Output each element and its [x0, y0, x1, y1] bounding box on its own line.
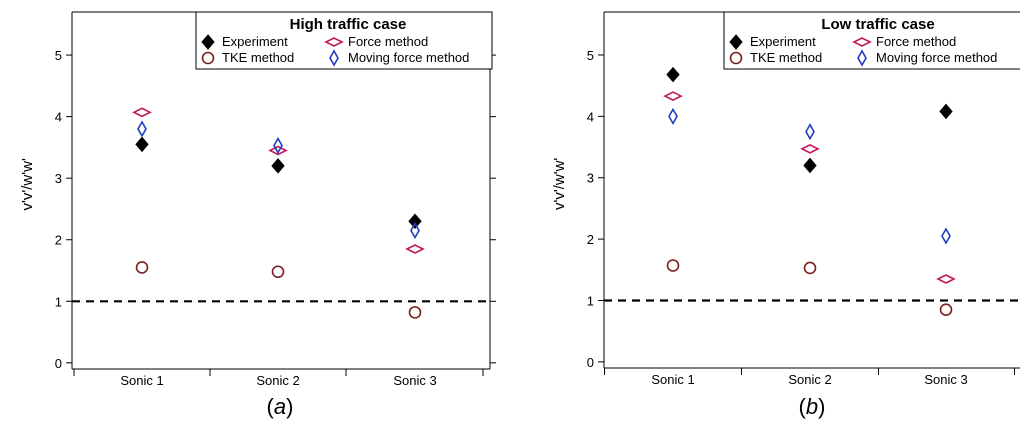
panel-b-legend-label-0: Experiment [750, 34, 816, 49]
panel-a-ytick-label-0: 0 [55, 356, 62, 371]
panel-b-legend-label-3: Moving force method [876, 50, 997, 65]
panel-a: 0 1 2 3 4 5 v'v'/w'w' Sonic 1 Sonic 2 Sonic 3 High… [19, 11, 496, 419]
panel-b-tke-method-marker-1-2 [939, 303, 953, 316]
panel-a-y-axis-label: v'v'/w'w' [19, 158, 36, 210]
panel-b-title: Low traffic case [821, 16, 934, 33]
panel-b: 0 1 2 3 4 5 v'v'/w'w' Sonic 1 Sonic 2 Sonic 3 Low … [551, 11, 1020, 419]
panel-b-experiment-marker-0-0 [666, 66, 680, 83]
panel-a-ytick-label-3: 3 [55, 171, 62, 186]
panel-a-ytick-label-4: 4 [55, 110, 62, 125]
panel-b-ytick-label-4: 4 [587, 109, 594, 124]
panel-b-y-axis-label: v'v'/w'w' [551, 158, 568, 210]
panel-a-moving-force-method-marker-3-1 [273, 136, 283, 155]
panel-b-legend-label-2: Force method [876, 34, 956, 49]
panel-b-xtick-label-1: Sonic 2 [788, 372, 831, 387]
panel-a-ytick-label-2: 2 [55, 233, 62, 248]
panel-a-legend-box [195, 11, 493, 70]
panel-b-ytick-label-3: 3 [587, 171, 594, 186]
panel-b-tke-method-marker-1-1 [803, 261, 817, 275]
panel-a-title: High traffic case [290, 16, 407, 33]
panel-a-legend-label-3: Moving force method [348, 50, 469, 65]
panel-a-force-method-marker-2-2 [405, 244, 425, 254]
panel-a-legend-label-1: TKE method [222, 50, 294, 65]
panel-b-caption: (b) [799, 394, 826, 419]
panel-b-ytick-label-5: 5 [587, 48, 594, 63]
panel-a-xtick-label-2: Sonic 3 [393, 373, 436, 388]
panel-b-legend-label-1: TKE method [750, 50, 822, 65]
panel-b-xtick-label-0: Sonic 1 [651, 372, 694, 387]
panel-b-legend-marker-legend-0 [729, 34, 743, 50]
panel-a-moving-force-method-marker-3-2 [410, 221, 420, 240]
panel-a-experiment-marker-0-0 [135, 136, 149, 153]
panel-b-experiment-marker-0-2 [939, 103, 953, 120]
panel-b-xtick-label-2: Sonic 3 [924, 372, 967, 387]
panel-b-legend-marker-legend-2 [852, 37, 872, 47]
panel-a-legend-marker-legend-0 [201, 34, 215, 50]
panel-b-experiment-marker-0-1 [803, 157, 817, 174]
panel-a-caption: (a) [267, 394, 294, 419]
panel-a-force-method-marker-2-0 [132, 107, 152, 118]
panel-b-legend-marker-legend-3 [857, 49, 867, 67]
panel-b-legend-box [723, 11, 1020, 70]
panel-a-legend-marker-legend-3 [329, 49, 339, 67]
panel-a-moving-force-method-marker-3-0 [137, 120, 147, 138]
panel-b-force-method-marker-2-1 [800, 143, 820, 154]
panel-b-ytick-label-2: 2 [587, 232, 594, 247]
panel-a-tke-method-marker-1-0 [135, 261, 149, 274]
panel-b-ytick-label-1: 1 [587, 293, 594, 308]
panel-a-experiment-marker-0-2 [408, 213, 422, 230]
panel-a-experiment-marker-0-1 [271, 158, 285, 174]
panel-b-force-method-marker-2-0 [663, 91, 683, 101]
panel-a-legend-label-0: Experiment [222, 34, 288, 49]
panel-a-tke-method-marker-1-2 [408, 306, 422, 319]
panel-a-legend-marker-legend-1 [201, 51, 215, 65]
panel-b-tke-method-marker-1-0 [666, 259, 680, 272]
panel-a-legend-label-2: Force method [348, 34, 428, 49]
panel-a-tke-method-marker-1-1 [271, 265, 285, 279]
panel-a-ytick-label-1: 1 [55, 294, 62, 309]
panel-a-ytick-label-5: 5 [55, 48, 62, 63]
panel-a-xtick-label-0: Sonic 1 [120, 373, 163, 388]
panel-a-legend-marker-legend-2 [324, 37, 344, 47]
panel-b-legend-marker-legend-1 [729, 51, 743, 65]
panel-b-force-method-marker-2-2 [936, 274, 956, 284]
panel-b-moving-force-method-marker-3-2 [941, 227, 951, 245]
panel-b-moving-force-method-marker-3-1 [805, 123, 815, 141]
panel-a-xtick-label-1: Sonic 2 [256, 373, 299, 388]
panel-b-ytick-label-0: 0 [587, 355, 594, 370]
panel-b-moving-force-method-marker-3-0 [668, 107, 678, 125]
